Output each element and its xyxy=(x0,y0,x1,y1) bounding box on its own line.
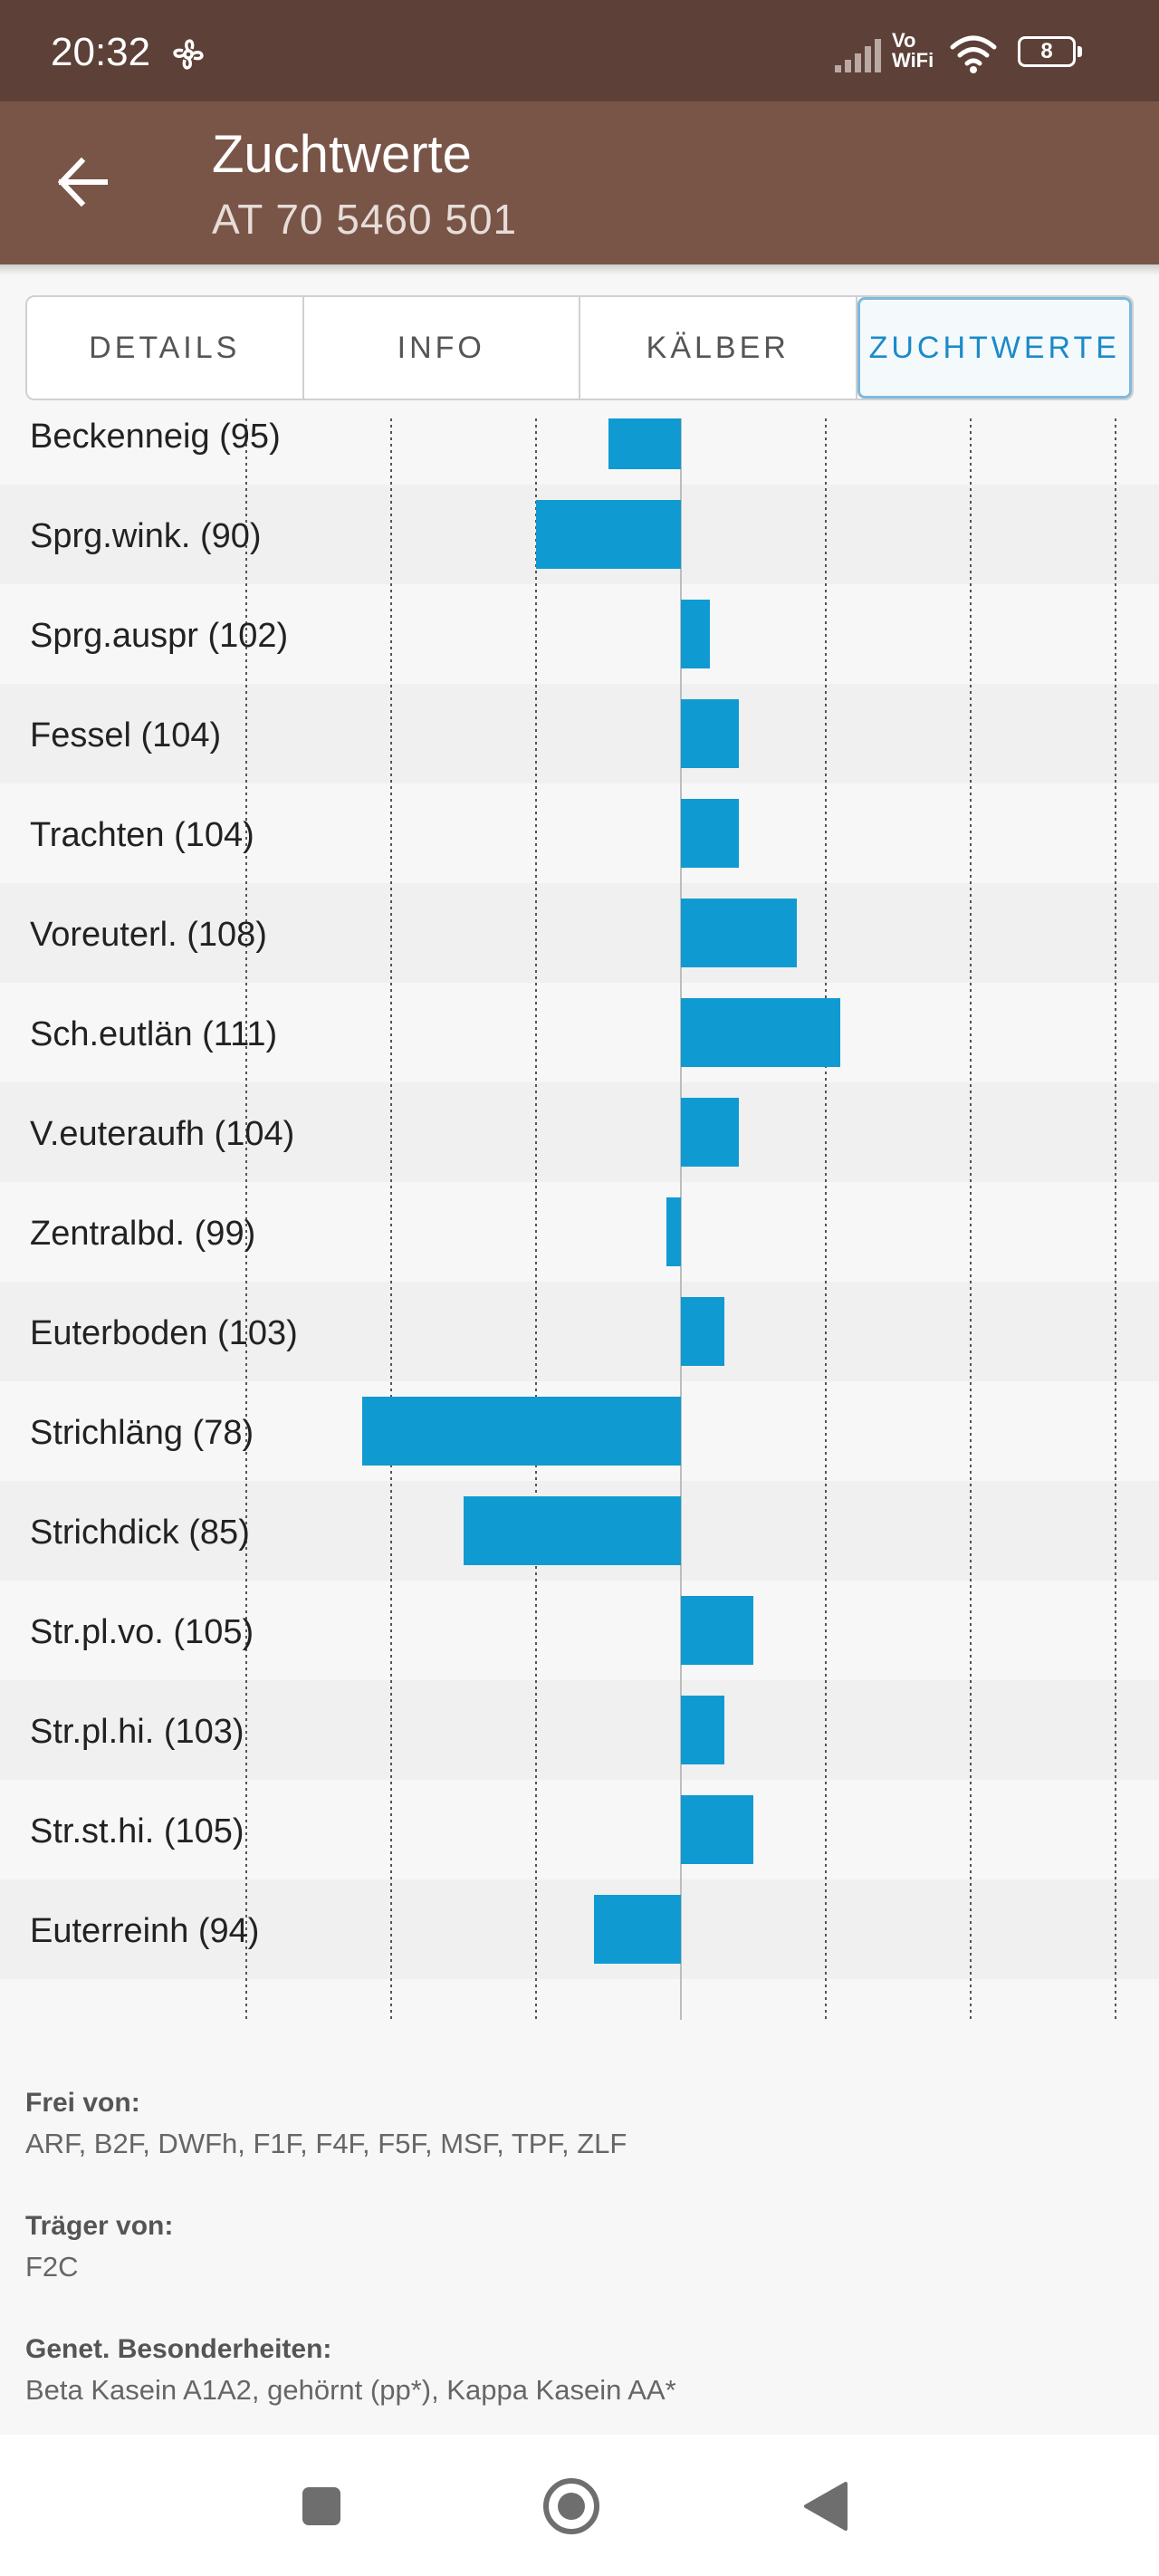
info-value: F2C xyxy=(25,2251,79,2283)
tab-zuchtwerte[interactable]: ZUCHTWERTE xyxy=(857,297,1132,399)
chart-row-background xyxy=(0,1082,1159,1182)
chart-bar xyxy=(681,799,739,868)
chart-category-label: V.euteraufh (104) xyxy=(30,1115,294,1153)
app-bar-shadow xyxy=(0,264,1159,275)
chart-bar xyxy=(681,699,739,768)
chart-bar xyxy=(464,1496,681,1565)
chart-bar xyxy=(608,418,681,469)
chart-category-label: Str.st.hi. (105) xyxy=(30,1812,244,1850)
chart-row-background xyxy=(0,1879,1159,1979)
chart-category-label: Sch.eutlän (111) xyxy=(30,1015,277,1053)
battery-icon: 8 xyxy=(1018,36,1082,67)
chart-row-background xyxy=(0,1282,1159,1381)
chart-bar xyxy=(536,500,681,569)
chart-category-label: Beckenneig (95) xyxy=(30,418,281,456)
tab-bar: DETAILS INFO KÄLBER ZUCHTWERTE xyxy=(25,295,1134,400)
chart-category-label: Euterreinh (94) xyxy=(30,1912,259,1950)
fan-icon xyxy=(173,39,204,70)
status-time: 20:32 xyxy=(51,30,151,74)
system-nav-bar xyxy=(0,2435,1159,2576)
info-free-of: Frei von: ARF, B2F, DWFh, F1F, F4F, F5F,… xyxy=(25,2083,1139,2165)
chart-svg: Beckenneig (95) Sprg.wink. (90) Sprg.auspr… xyxy=(0,418,1159,2020)
vowifi-label: Vo WiFi xyxy=(892,31,934,71)
chart-bar xyxy=(681,1098,739,1167)
tab-info[interactable]: INFO xyxy=(304,297,580,399)
chart-category-label: Sprg.wink. (90) xyxy=(30,517,262,555)
tab-kaelber[interactable]: KÄLBER xyxy=(580,297,857,399)
info-label: Genet. Besonderheiten: xyxy=(25,2334,332,2364)
chart-bar xyxy=(681,1795,753,1864)
info-genetic-specifics: Genet. Besonderheiten: Beta Kasein A1A2,… xyxy=(25,2330,1139,2411)
chart-category-label: Voreuterl. (108) xyxy=(30,916,267,954)
battery-level: 8 xyxy=(1040,39,1053,63)
chart-bar xyxy=(681,600,710,668)
app-bar: Zuchtwerte AT 70 5460 501 xyxy=(0,101,1159,264)
chart-category-label: Strichdick (85) xyxy=(30,1514,250,1552)
chart-bar xyxy=(681,899,797,967)
home-circle-icon[interactable] xyxy=(541,2476,601,2536)
chart-category-label: Strichläng (78) xyxy=(30,1414,254,1452)
chart-bar xyxy=(681,998,840,1067)
chart-category-label: Str.pl.vo. (105) xyxy=(30,1613,254,1651)
info-value: Beta Kasein A1A2, gehörnt (pp*), Kappa K… xyxy=(25,2374,676,2406)
chart-bar xyxy=(362,1397,681,1466)
back-triangle-icon[interactable] xyxy=(802,2480,849,2533)
chart-category-label: Zentralbd. (99) xyxy=(30,1215,255,1253)
info-value: ARF, B2F, DWFh, F1F, F4F, F5F, MSF, TPF,… xyxy=(25,2128,627,2159)
info-carrier-of: Träger von: F2C xyxy=(25,2206,1139,2288)
chart-bar xyxy=(681,1596,753,1665)
chart-category-label: Trachten (104) xyxy=(30,816,254,854)
breeding-value-chart[interactable]: Beckenneig (95) Sprg.wink. (90) Sprg.auspr… xyxy=(0,418,1159,2022)
info-label: Frei von: xyxy=(25,2088,140,2118)
chart-bar xyxy=(681,1297,724,1366)
chart-bar xyxy=(594,1895,681,1964)
wifi-icon xyxy=(950,35,997,73)
info-label: Träger von: xyxy=(25,2211,174,2241)
chart-row-background xyxy=(0,883,1159,983)
vowifi-label-line: Vo xyxy=(892,29,916,52)
chart-category-label: Sprg.auspr (102) xyxy=(30,617,288,655)
chart-category-label: Euterboden (103) xyxy=(30,1314,298,1352)
chart-row-background xyxy=(0,684,1159,783)
recents-square-icon[interactable] xyxy=(301,2485,342,2527)
vowifi-label-line: WiFi xyxy=(892,49,934,72)
arrow-left-icon[interactable] xyxy=(53,152,112,212)
chart-category-label: Fessel (104) xyxy=(30,716,221,755)
chart-bar xyxy=(681,1696,724,1764)
chart-bar xyxy=(666,1197,681,1266)
page-subtitle: AT 70 5460 501 xyxy=(212,196,518,243)
chart-category-label: Str.pl.hi. (103) xyxy=(30,1713,244,1751)
status-bar: 20:32 Vo WiFi 8 xyxy=(0,0,1159,101)
page-title: Zuchtwerte xyxy=(212,125,472,184)
info-section: Frei von: ARF, B2F, DWFh, F1F, F4F, F5F,… xyxy=(25,2083,1139,2453)
tab-details[interactable]: DETAILS xyxy=(27,297,304,399)
chart-row-background xyxy=(0,1680,1159,1780)
signal-icon xyxy=(835,39,881,72)
